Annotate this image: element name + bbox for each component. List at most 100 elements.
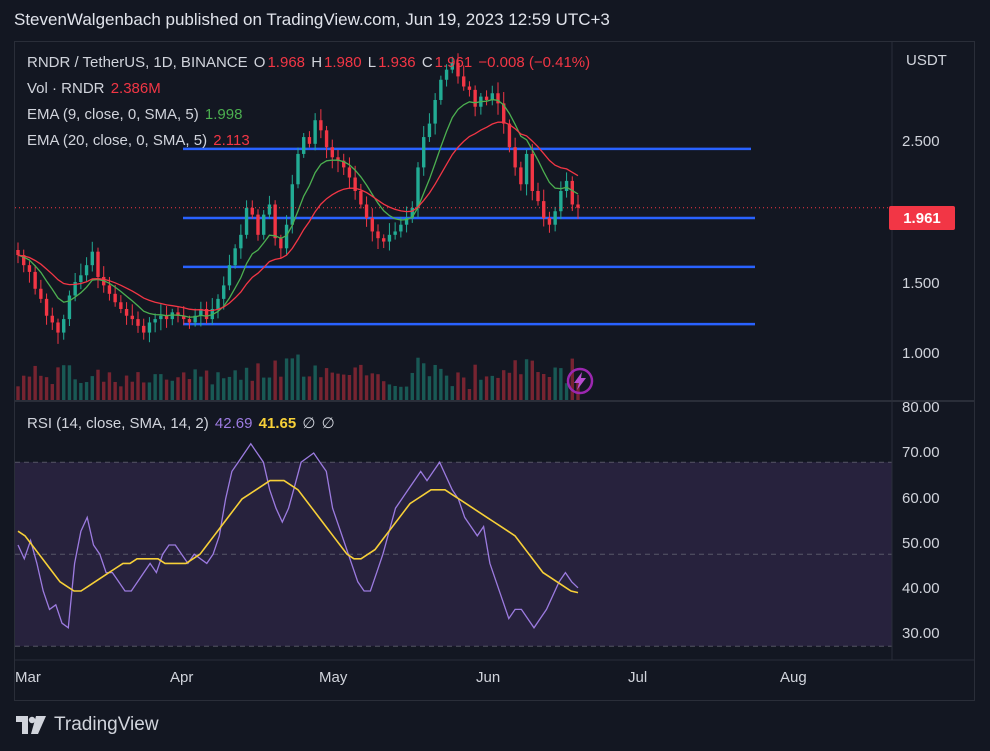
rsi-overbought-band [15, 461, 892, 647]
candle-body [22, 255, 26, 266]
lightning-icon[interactable] [565, 366, 595, 396]
change-value: −0.008 (−0.41%) [478, 54, 591, 71]
volume-bar [164, 379, 169, 400]
candle-body [136, 319, 140, 326]
rsi-value: 42.69 [214, 415, 253, 432]
candle-body [267, 204, 272, 215]
candle-body [364, 204, 369, 218]
volume-bar [187, 379, 192, 400]
candle-body [347, 167, 352, 178]
volume-bar [79, 383, 83, 400]
candle-body [147, 322, 152, 333]
candle-body [176, 312, 180, 316]
candle-body [222, 285, 226, 299]
candle-body [193, 315, 197, 323]
candlestick-series[interactable] [16, 53, 580, 344]
volume-bar [136, 372, 140, 400]
candle-body [353, 177, 357, 192]
volume-bar [50, 384, 54, 400]
volume-bar [473, 364, 477, 400]
candle-body [399, 224, 403, 232]
volume-bar [216, 372, 220, 400]
volume-bar [227, 376, 232, 400]
candle-body [124, 308, 129, 316]
candle-body [296, 153, 300, 185]
volume-bar [376, 374, 380, 400]
rsi-label: RSI (14, close, SMA, 14, 2) [27, 415, 209, 432]
candle-body [416, 167, 420, 208]
volume-bar [302, 376, 306, 400]
candle-body [130, 315, 134, 320]
candle-body [256, 214, 260, 235]
volume-bar [427, 376, 432, 400]
candle-body [359, 191, 363, 205]
time-label-mar: Mar [15, 669, 41, 686]
candle-body [113, 293, 117, 303]
candle-body [250, 207, 254, 215]
tradingview-logo-icon [16, 716, 46, 734]
candle-body [319, 120, 323, 131]
ema9-value: 1.998 [204, 106, 243, 123]
footer-brand[interactable]: TradingView [16, 714, 159, 736]
ema20-legend[interactable]: EMA (20, close, 0, SMA, 5) 2.113 [27, 132, 252, 149]
ohlc-legend[interactable]: RNDR / TetherUS, 1D, BINANCE O 1.968 H 1.9… [27, 54, 592, 71]
candle-body [564, 180, 569, 192]
volume-bar [67, 365, 72, 400]
volume-bar [102, 381, 106, 400]
candle-body [284, 224, 289, 249]
volume-bar [370, 373, 374, 400]
candle-body [216, 298, 220, 309]
candle-body [410, 207, 414, 218]
candle-body [62, 319, 66, 333]
volume-bar [564, 383, 569, 400]
volume-bar [33, 365, 37, 400]
volume-bar [319, 377, 323, 400]
support-resistance-lines[interactable] [183, 147, 755, 326]
rsi-legend[interactable]: RSI (14, close, SMA, 14, 2) 42.69 41.65 … [27, 414, 337, 432]
candle-body [542, 201, 546, 218]
candle-body [90, 251, 94, 266]
ema20-label: EMA (20, close, 0, SMA, 5) [27, 132, 208, 149]
volume-bar [279, 376, 283, 400]
candle-body [496, 93, 500, 104]
volume-bar [284, 358, 289, 400]
ema20-line [17, 121, 579, 312]
candle-body [142, 325, 146, 333]
volume-bar [119, 386, 123, 400]
volume-bar [170, 380, 174, 400]
candle-body [67, 295, 72, 320]
volume-bar [479, 379, 483, 400]
ema9-legend[interactable]: EMA (9, close, 0, SMA, 5) 1.998 [27, 106, 244, 123]
candle-body [199, 308, 203, 316]
candle-body [239, 234, 243, 249]
volume-bar [199, 376, 203, 400]
candle-body [170, 312, 174, 320]
brand-name: TradingView [54, 714, 159, 735]
ema-lines [17, 98, 579, 318]
volume-legend[interactable]: Vol · RNDR 2.386M [27, 80, 163, 97]
volume-bar [456, 372, 460, 400]
candle-body [450, 62, 454, 70]
volume-bar [84, 382, 89, 400]
candle-body [524, 153, 529, 185]
volume-bar [22, 375, 26, 400]
rsi-tick-30: 30.00 [902, 625, 940, 642]
volume-bar [39, 375, 43, 400]
candle-body [84, 265, 89, 276]
candle-body [307, 137, 312, 144]
candle-body [473, 89, 477, 107]
volume-bar [536, 372, 540, 400]
candle-body [433, 99, 437, 124]
volume-bar [467, 389, 472, 400]
volume-bar [124, 375, 129, 400]
volume-bar [399, 386, 403, 400]
candle-body [187, 319, 192, 323]
symbol-label[interactable]: RNDR / TetherUS, 1D, BINANCE [27, 54, 248, 71]
rsi-band-fill [15, 462, 892, 647]
candle-body [422, 137, 426, 168]
volume-bar [313, 365, 317, 400]
volume-bar [244, 367, 249, 400]
candle-body [16, 249, 20, 256]
candle-body [79, 275, 83, 283]
